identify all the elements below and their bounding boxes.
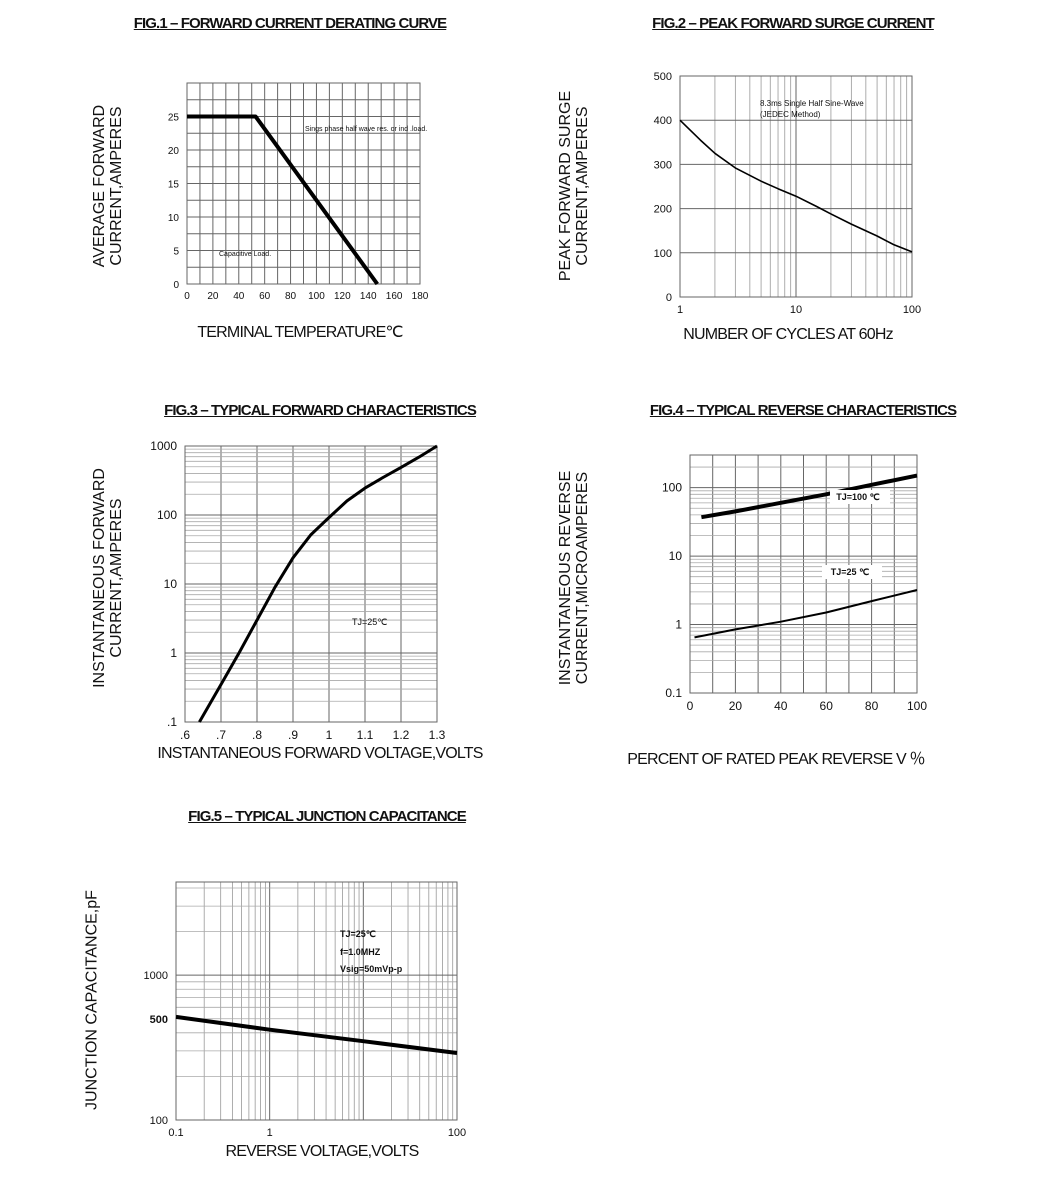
fig4-series-line-2 [694,589,918,639]
fig1-xtick-label: 40 [233,291,245,302]
fig2-ytick-label: 500 [654,71,672,83]
fig1-annotation: Sings phase half wave res. or ind .load. [305,126,427,133]
fig2-ytick-label: 0 [666,292,672,304]
fig4-ytick-label: 1 [675,618,682,632]
fig5-xtick-label: 100 [448,1127,466,1139]
fig1-xtick-label: 120 [334,291,351,302]
fig5-annotation: Vsig=50mVp-p [340,964,403,974]
fig2-ytick-label: 200 [654,204,672,216]
fig4-xlabel: PERCENT OF RATED PEAK REVERSE V ％ [627,751,925,768]
fig1-annotation: Capacitive Load. [219,251,271,258]
fig4-legend-bg-1 [830,490,890,504]
fig1-ytick-label: 25 [168,113,180,124]
fig4-ytick-label: 10 [669,549,683,563]
fig1-xtick-label: 80 [285,291,297,302]
fig5-title: FIG.5 – TYPICAL JUNCTION CAPACITANCE [188,808,467,825]
fig1-xtick-label: 140 [360,291,377,302]
fig1-ytick-label: 5 [173,247,179,258]
fig4-series-line-1 [701,473,918,520]
fig4-ytick-label: 100 [662,481,682,495]
fig2-xtick-label: 1 [677,304,683,316]
fig2-series-line-1 [679,119,913,253]
fig1-xlabel: TERMINAL TEMPERATURE℃ [197,324,403,341]
fig5-annotation: f=1.0MHZ [340,947,381,957]
fig2-ytick-label: 100 [654,248,672,260]
fig1-ytick-label: 20 [168,146,180,157]
fig3-xtick-label: .6 [180,728,190,742]
fig3-xtick-label: 1 [326,728,333,742]
fig5-ytick-label: 1000 [144,970,168,982]
fig5-plot-frame [175,881,458,1121]
fig1-xtick-label: 180 [412,291,429,302]
fig3-xtick-label: 1.2 [393,728,410,742]
fig3-ytick-label: .1 [167,715,177,729]
fig3-ytick-label: 1 [170,646,177,660]
fig5-xlabel: REVERSE VOLTAGE,VOLTS [225,1143,419,1160]
fig3-xtick-label: .9 [288,728,298,742]
fig3-plot-frame [184,445,438,723]
fig4-xtick-label: 100 [907,699,927,713]
fig4-xtick-label: 0 [687,699,694,713]
fig1-title: FIG.1 – FORWARD CURRENT DERATING CURVE [133,15,447,32]
fig1-series-line-1 [187,114,379,286]
fig3-xtick-label: 1.3 [429,728,446,742]
fig5-ytick-label: 100 [150,1115,168,1127]
fig5-series-line-1 [175,1014,458,1055]
fig3-xtick-label: 1.1 [357,728,374,742]
fig1-ytick-label: 10 [168,213,180,224]
fig2-ytick-label: 300 [654,159,672,171]
fig2-title: FIG.2 – PEAK FORWARD SURGE CURRENT [652,15,935,32]
fig1-xtick-label: 20 [207,291,219,302]
fig1-xtick-label: 160 [386,291,403,302]
fig4-legend-label-1: TJ=100 ℃ [836,492,879,502]
fig2-annotation: (JEDEC Method) [760,110,821,119]
fig3-xtick-label: .7 [216,728,226,742]
fig3-title: FIG.3 – TYPICAL FORWARD CHARACTERISTICS [164,402,477,419]
fig3-ytick-label: 10 [164,577,178,591]
fig4-xtick-label: 60 [820,699,834,713]
fig2-annotation: 8.3ms Single Half Sine-Wave [760,99,864,108]
fig1-xtick-label: 100 [308,291,325,302]
fig4-ytick-label: 0.1 [665,686,682,700]
fig3-ytick-label: 100 [157,508,177,522]
fig4-plot-frame [689,454,918,694]
fig3-xtick-label: .8 [252,728,262,742]
fig1-ytick-label: 0 [173,280,179,291]
fig5-annotation: TJ=25℃ [340,929,376,939]
fig5-xtick-label: 0.1 [168,1127,183,1139]
fig1-xtick-label: 0 [184,291,190,302]
fig3-series-line-1 [198,444,438,723]
fig3-xlabel: INSTANTANEOUS FORWARD VOLTAGE,VOLTS [157,745,483,762]
fig2-xtick-label: 100 [903,304,921,316]
fig3-annotation: TJ=25℃ [352,617,387,627]
fig1-plot-frame [186,82,421,285]
fig1-xtick-label: 60 [259,291,271,302]
fig4-xtick-label: 80 [865,699,879,713]
fig4-legend-label-2: TJ=25 ℃ [831,567,869,577]
fig2-xtick-label: 10 [790,304,802,316]
fig4-xtick-label: 40 [774,699,788,713]
fig4-title: FIG.4 – TYPICAL REVERSE CHARACTERISTICS [649,402,957,419]
fig2-xlabel: NUMBER OF CYCLES AT 60Hz [683,326,893,343]
fig1-ytick-label: 15 [168,180,180,191]
fig3-ytick-label: 1000 [150,439,177,453]
fig5-ytick-label: 500 [150,1014,168,1026]
fig4-legend-bg-2 [822,565,882,579]
fig2-plot-frame [679,75,913,298]
fig4-xtick-label: 20 [729,699,743,713]
fig5-xtick-label: 1 [267,1127,273,1139]
fig2-ytick-label: 400 [654,115,672,127]
